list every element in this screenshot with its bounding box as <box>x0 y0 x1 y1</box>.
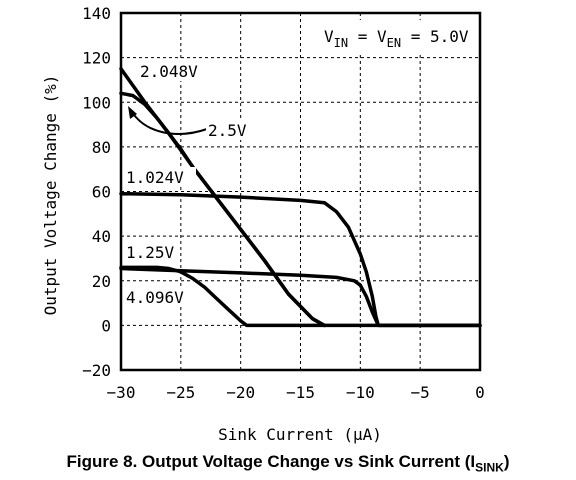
series-label-4096: 4.096V <box>126 288 184 307</box>
annotation-vin-ven: VIN = VEN = 5.0V <box>324 27 469 50</box>
annotation-bg <box>318 20 478 54</box>
tick-labels: −30 −25 −20 −15 −10 −5 0 −20 0 20 40 60 80 100 120 140 <box>82 4 485 402</box>
annotation-rest: = 5.0V <box>401 27 469 46</box>
annotation-v2-sub: EN <box>387 36 401 50</box>
x-tick-label: −15 <box>286 383 315 402</box>
y-tick-label: 80 <box>92 138 111 157</box>
plot-frame <box>119 11 482 372</box>
y-axis-title: Output Voltage Change (%) <box>41 75 60 316</box>
y-tick-label: 140 <box>82 4 111 23</box>
series-label-1024: 1.024V <box>126 168 184 187</box>
label-bg-2500 <box>206 120 252 140</box>
caption-text: Figure 8. Output Voltage Change vs Sink … <box>66 452 476 471</box>
y-tick-label: 0 <box>101 316 111 335</box>
label-bg-1250 <box>124 242 180 262</box>
caption-sub: SINK <box>475 460 504 475</box>
label-pointer-arrowhead <box>128 106 137 119</box>
series-label-2048: 2.048V <box>140 62 198 81</box>
figure-caption: Figure 8. Output Voltage Change vs Sink … <box>0 452 576 474</box>
x-tick-label: −10 <box>346 383 375 402</box>
y-tick-label: 120 <box>82 49 111 68</box>
label-bg-1024 <box>124 167 196 187</box>
y-tick-label: 60 <box>92 183 111 202</box>
series-lines <box>119 67 482 328</box>
y-tick-label: 40 <box>92 227 111 246</box>
series-label-2500: 2.5V <box>208 121 247 140</box>
annotation-v1: V <box>324 27 334 46</box>
x-tick-label: −30 <box>107 383 136 402</box>
x-tick-label: 0 <box>475 383 485 402</box>
label-pointer-2500 <box>131 111 208 135</box>
annotation-v1-sub: IN <box>334 36 348 50</box>
label-bg-2048 <box>136 61 208 81</box>
chart: −30 −25 −20 −15 −10 −5 0−20020406080100120140 … <box>41 4 485 444</box>
series-label-1250: 1.25V <box>126 243 175 262</box>
caption-close: ) <box>503 452 510 471</box>
x-axis-title: Sink Current (μA) <box>218 425 382 444</box>
series-line-4 <box>119 265 482 328</box>
y-tick-label: 20 <box>92 272 111 291</box>
y-tick-label: 100 <box>82 93 111 112</box>
x-tick-label: −25 <box>166 383 195 402</box>
x-tick-label: −20 <box>226 383 255 402</box>
x-tick-label: −5 <box>411 383 430 402</box>
annotation-eq: = V <box>348 27 387 46</box>
label-bg-4096 <box>124 287 196 307</box>
y-tick-label: −20 <box>82 361 111 380</box>
